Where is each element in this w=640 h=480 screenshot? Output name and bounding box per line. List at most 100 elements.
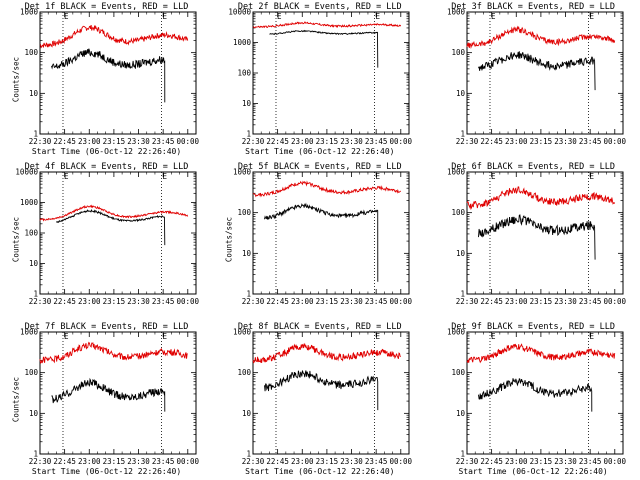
events-series-line (477, 214, 596, 260)
interval-flag: E (163, 12, 168, 21)
events-series-line (264, 370, 379, 411)
panel-title: Det 1f BLACK = Events, RED = LLD (24, 2, 189, 12)
y-tick-label: 1 (460, 450, 465, 459)
interval-flag: E (376, 12, 381, 21)
x-tick-label: 22:30 (242, 297, 265, 306)
panel-title: Det 5f BLACK = Events, RED = LLD (237, 162, 402, 172)
panel-title: Det 3f BLACK = Events, RED = LLD (451, 2, 615, 12)
x-tick-label: 23:00 (78, 457, 101, 466)
x-tick-label: 23:15 (529, 137, 552, 146)
x-tick-label: 23:30 (127, 137, 150, 146)
x-tick-label: 23:00 (291, 457, 314, 466)
x-tick-label: 00:00 (603, 457, 626, 466)
x-tick-label: 00:00 (390, 457, 413, 466)
events-series-line (51, 377, 166, 412)
interval-flag: E (64, 172, 69, 181)
x-tick-label: 23:30 (341, 457, 364, 466)
y-tick-label: 1 (33, 130, 38, 139)
lld-series-line (252, 21, 402, 29)
x-tick-label: 23:30 (341, 297, 364, 306)
x-tick-label: 22:45 (480, 457, 503, 466)
interval-flag: E (491, 332, 496, 341)
y-tick-label: 10 (456, 409, 466, 418)
y-tick-label: 100 (451, 48, 465, 57)
y-axis-label: Counts/sec (11, 216, 21, 263)
events-series-line (264, 202, 379, 282)
y-tick-label: 1000 (20, 198, 39, 207)
chart-canvas: 1 10 100 1000 22:30 22:45 23:00 23:15 23:30 23:45… (233, 168, 413, 307)
x-tick-label: 23:00 (78, 297, 101, 306)
plot-frame (466, 331, 624, 455)
interval-flag: E (376, 172, 381, 181)
x-tick-label: 23:30 (554, 297, 577, 306)
x-axis-label: Start Time (06-Oct-12 22:26:40) (31, 147, 182, 156)
y-tick-label: 1000 (447, 8, 466, 17)
x-tick-label: 22:30 (29, 297, 52, 306)
interval-flag: E (64, 332, 69, 341)
interval-flag: E (64, 12, 69, 21)
x-tick-label: 22:45 (480, 137, 503, 146)
interval-flag: E (376, 332, 381, 341)
x-tick-label: 23:30 (127, 297, 150, 306)
x-tick-label: 23:00 (291, 297, 314, 306)
events-series-line (477, 378, 592, 412)
y-tick-label: 100 (238, 208, 252, 217)
y-tick-label: 100 (24, 229, 38, 238)
x-tick-label: 23:15 (316, 297, 339, 306)
detector-panel: 1 10 100 1000 22:30 22:45 23:00 23:15 23:30 23:45… (427, 160, 640, 320)
lld-series-line (39, 341, 188, 364)
events-series-line (56, 209, 166, 246)
chart-canvas: 1 10 100 1000 22:30 22:45 23:00 23:15 23:30 23:45… (447, 8, 627, 147)
x-tick-label: 23:15 (316, 137, 339, 146)
interval-flag: E (277, 172, 282, 181)
y-axis-label: Counts/sec (224, 216, 234, 263)
x-tick-label: 22:30 (455, 457, 478, 466)
plot-frame (252, 11, 410, 135)
x-tick-label: 00:00 (603, 297, 626, 306)
x-tick-label: 00:00 (177, 297, 200, 306)
detector-panel: 1 10 100 1000 10000 22:30 22:45 23:00 23:15 23:30… (213, 0, 426, 160)
x-tick-label: 23:30 (341, 137, 364, 146)
x-tick-label: 22:45 (267, 297, 290, 306)
interval-flag: E (163, 172, 168, 181)
x-tick-label: 23:00 (505, 297, 528, 306)
lld-series-line (252, 342, 402, 364)
x-tick-label: 23:15 (529, 457, 552, 466)
x-tick-label: 23:00 (291, 137, 314, 146)
x-tick-label: 22:45 (480, 297, 503, 306)
x-tick-label: 23:45 (578, 137, 601, 146)
x-tick-label: 22:45 (267, 457, 290, 466)
y-tick-label: 10 (242, 249, 252, 258)
x-tick-label: 23:45 (152, 457, 175, 466)
detector-panel: 1 10 100 1000 10000 22:30 22:45 23:00 23:15 23:30… (0, 160, 213, 320)
plot-frame (39, 11, 197, 135)
y-tick-label: 1 (33, 290, 38, 299)
x-tick-label: 23:45 (365, 457, 388, 466)
x-tick-label: 22:45 (267, 137, 290, 146)
interval-flag: E (491, 172, 496, 181)
x-tick-label: 23:15 (103, 137, 126, 146)
x-tick-label: 23:45 (152, 297, 175, 306)
y-tick-label: 1 (460, 130, 465, 139)
events-series-line (269, 29, 379, 68)
x-tick-label: 00:00 (603, 137, 626, 146)
y-tick-label: 1000 (233, 328, 252, 337)
x-tick-label: 22:45 (53, 137, 76, 146)
x-tick-label: 23:15 (529, 297, 552, 306)
chart-canvas: 1 10 100 1000 22:30 22:45 23:00 23:15 23:30 23:45… (20, 328, 200, 467)
x-tick-label: 23:45 (578, 297, 601, 306)
x-tick-label: 23:45 (578, 457, 601, 466)
x-tick-label: 23:00 (505, 457, 528, 466)
y-tick-label: 100 (24, 48, 38, 57)
interval-flag: E (589, 332, 594, 341)
x-axis-label: Start Time (06-Oct-12 22:26:40) (245, 467, 395, 476)
x-tick-label: 22:30 (242, 137, 265, 146)
y-tick-label: 10000 (15, 168, 38, 177)
chart-canvas: 1 10 100 1000 10000 22:30 22:45 23:00 23:15 23:30… (229, 8, 413, 147)
y-axis-label: Counts/sec (11, 376, 21, 423)
y-tick-label: 10 (242, 99, 252, 108)
chart-canvas: 1 10 100 1000 22:30 22:45 23:00 23:15 23:30 23:45… (20, 8, 200, 147)
x-axis-label: Start Time (06-Oct-12 22:26:40) (458, 467, 608, 476)
y-tick-label: 100 (24, 368, 38, 377)
